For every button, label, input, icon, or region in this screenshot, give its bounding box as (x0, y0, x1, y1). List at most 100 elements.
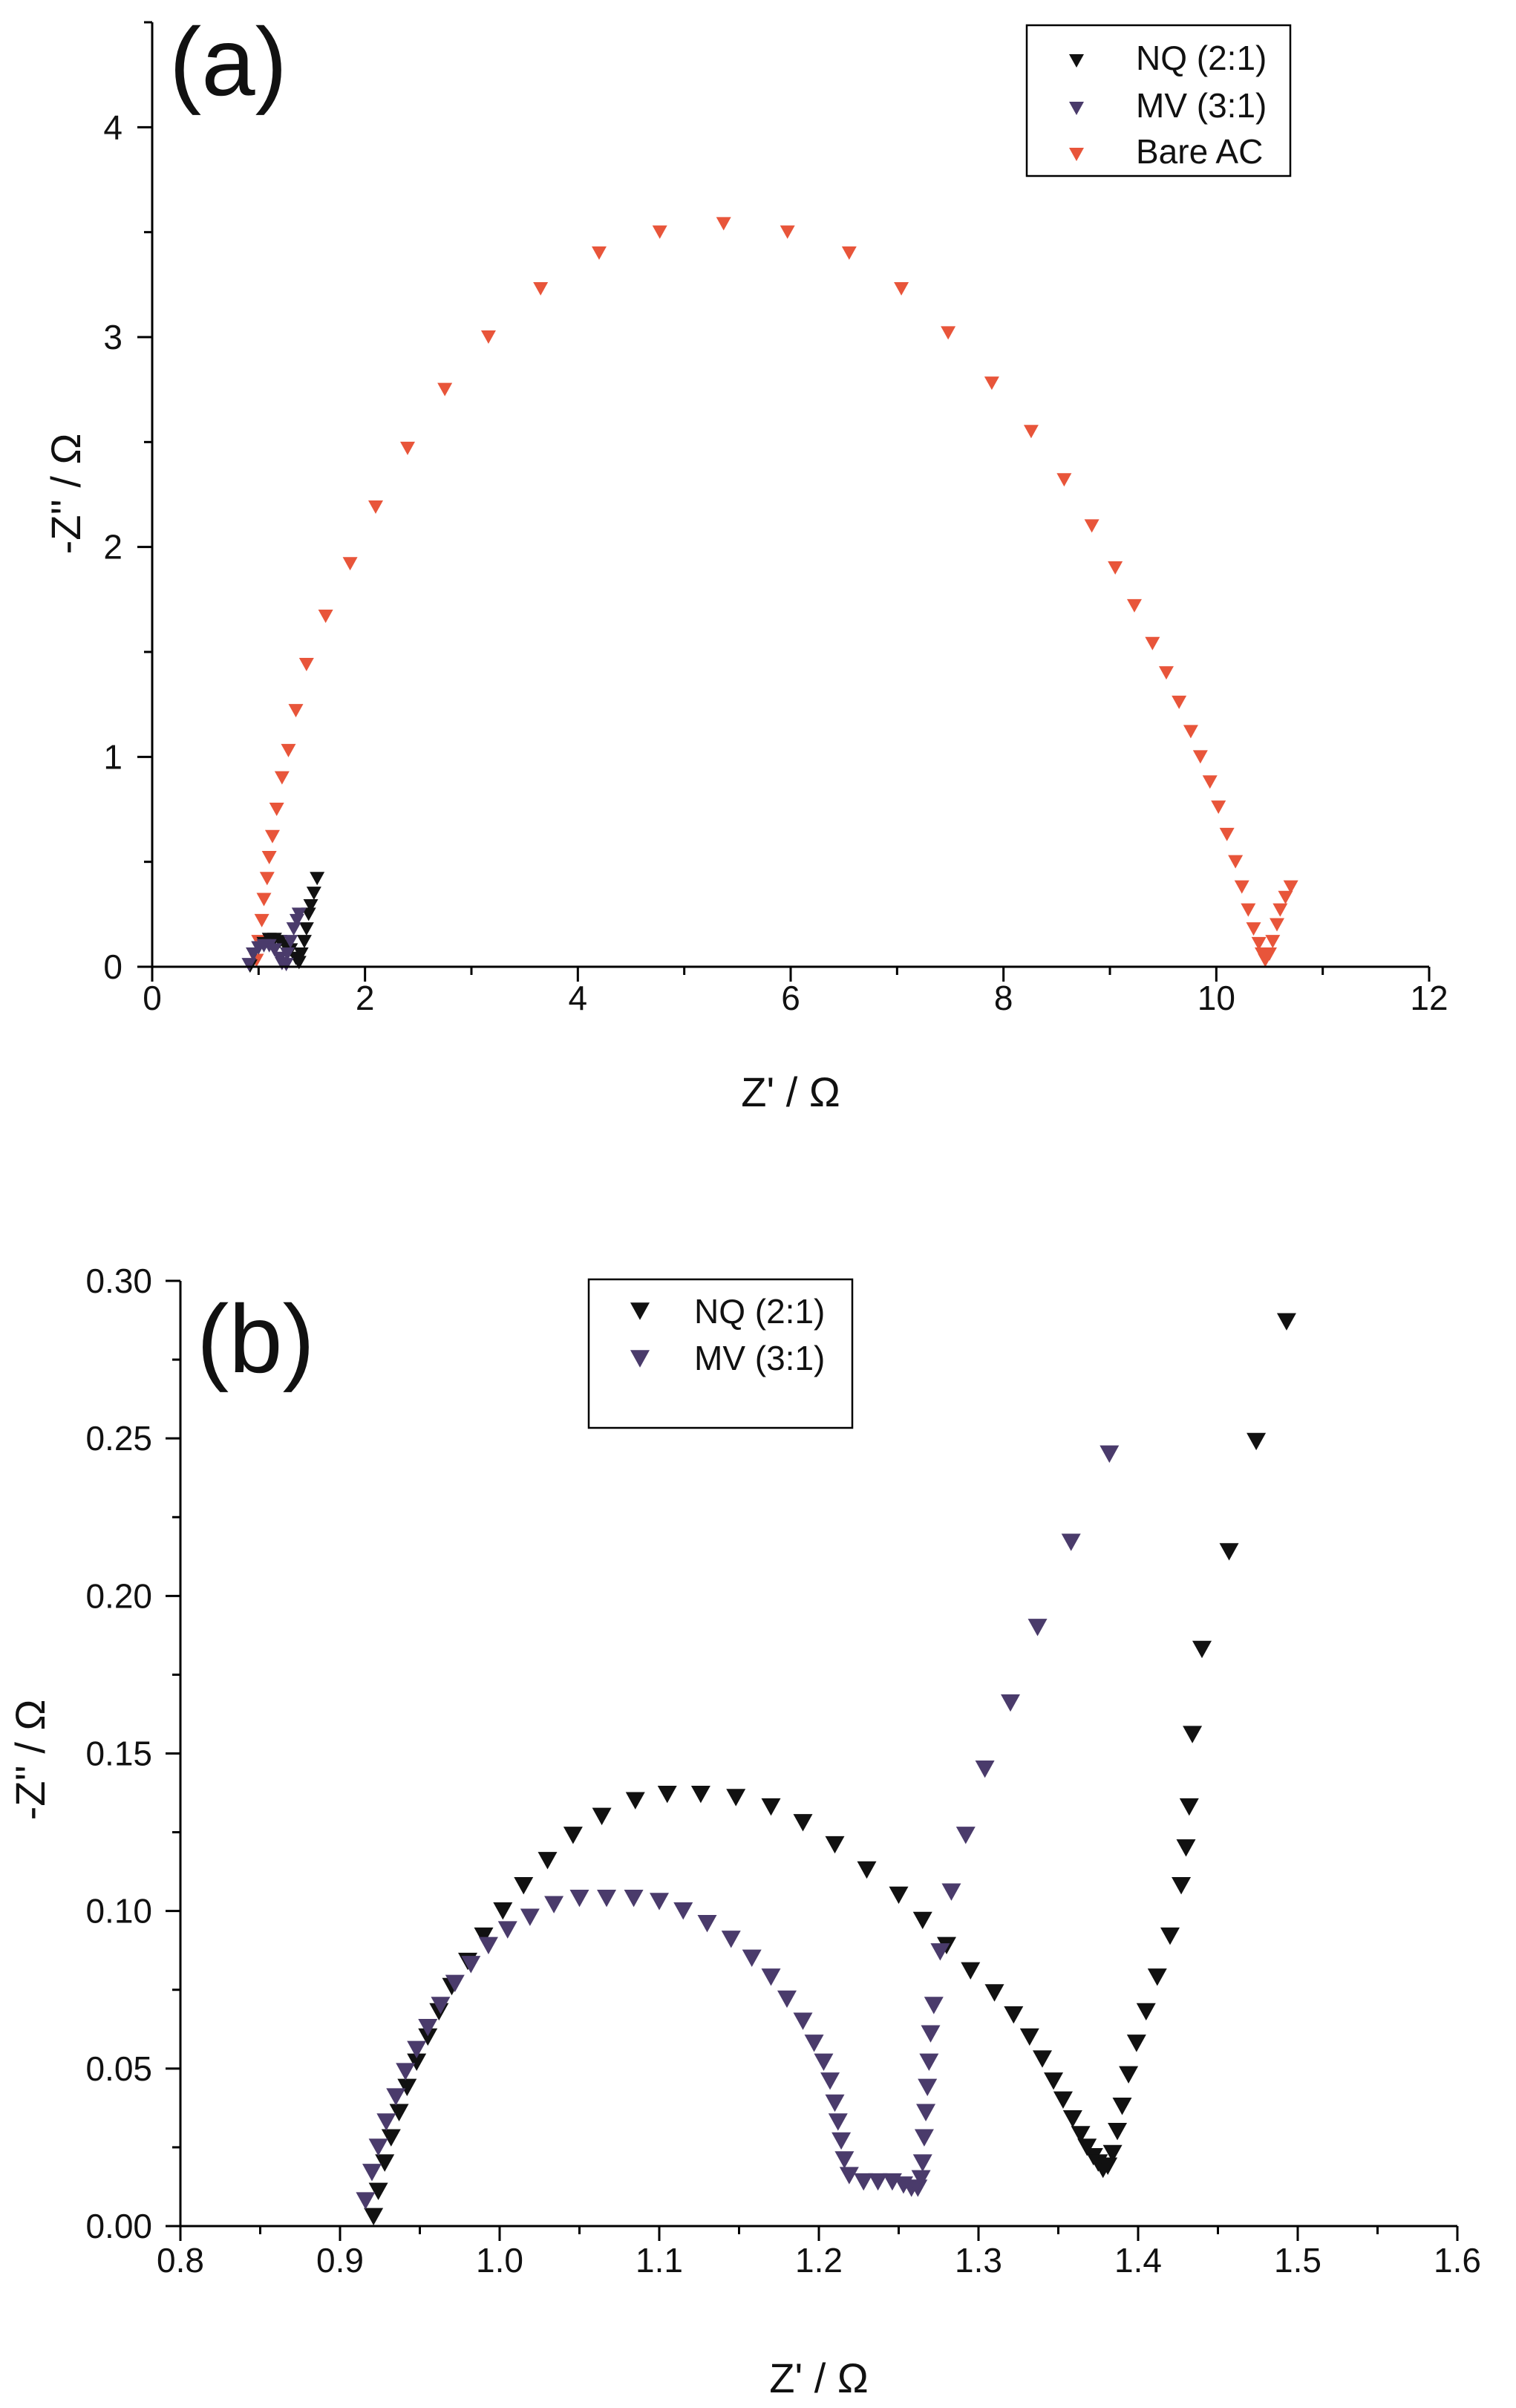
panel-b-y-axis-title: -Z'' / Ω (7, 1700, 53, 1821)
data-point (1278, 890, 1293, 904)
data-point (1183, 725, 1198, 739)
data-point (381, 2129, 401, 2147)
data-point (296, 935, 312, 949)
legend-marker-icon (1069, 148, 1084, 161)
data-point (1228, 855, 1244, 869)
panel-b-legend: NQ (2:1) MV (3:1) (587, 1278, 854, 1429)
data-point (857, 1861, 877, 1879)
data-point (690, 1785, 710, 1804)
panel-a-y-tick-label: 0 (103, 947, 122, 986)
panel-a-y-axis-title: -Z'' / Ω (42, 434, 89, 555)
data-point (280, 947, 295, 962)
data-point (298, 922, 314, 936)
data-point (941, 326, 956, 340)
data-point (342, 557, 358, 571)
data-point (418, 2028, 438, 2046)
data-point (1100, 1445, 1120, 1464)
panel-a-x-axis-title: Z' / Ω (741, 1068, 840, 1115)
panel-b-x-tick-label: 1.4 (1114, 2241, 1162, 2280)
data-point (261, 851, 277, 865)
panel-b-ticks: 0.8 0.9 1.0 1.1 1.2 1.3 1.4 1.5 1.6 0.00 0.05 0.10 0… (85, 1262, 1481, 2280)
data-point (1192, 750, 1208, 764)
data-point (961, 1962, 981, 1980)
panel-b-y-tick-label: 0.30 (85, 1262, 152, 1300)
data-point (445, 1974, 465, 1992)
data-point (1219, 1543, 1239, 1561)
data-point (301, 907, 316, 921)
panel-b-x-tick-label: 1.5 (1274, 2241, 1321, 2280)
data-point (269, 803, 284, 816)
data-point (1001, 1694, 1020, 1712)
data-point (396, 2063, 416, 2081)
data-point (1044, 2072, 1064, 2090)
data-point (1108, 2123, 1128, 2141)
data-point (1270, 918, 1285, 932)
data-point (624, 1889, 644, 1908)
data-point (825, 1836, 845, 1854)
panel-a-series-1 (241, 907, 307, 972)
data-point (1147, 1968, 1167, 1986)
data-point (828, 2113, 848, 2131)
data-point (563, 1827, 583, 1844)
panel-b-y-tick-label: 0.00 (85, 2207, 152, 2245)
data-point (834, 2151, 855, 2169)
data-point (303, 899, 318, 913)
data-point (1062, 2110, 1082, 2128)
data-point (889, 1886, 909, 1905)
data-point (1211, 800, 1226, 815)
data-point (1262, 947, 1277, 962)
panel-b-x-tick-label: 1.2 (795, 2241, 843, 2280)
data-point (368, 500, 383, 514)
data-point (310, 872, 325, 886)
data-point (975, 1761, 995, 1778)
data-point (914, 2129, 934, 2147)
data-point (894, 281, 909, 296)
data-point (286, 922, 301, 936)
panel-b-x-tick-label: 1.1 (636, 2241, 683, 2280)
data-point (1053, 2091, 1073, 2109)
data-point (544, 1896, 564, 1913)
data-point (912, 2154, 932, 2172)
legend-marker-icon (1069, 102, 1084, 115)
data-point (652, 225, 667, 239)
data-point (520, 1908, 540, 1926)
data-point (716, 217, 731, 231)
data-point (1219, 827, 1235, 841)
data-point (911, 2170, 931, 2188)
panel-a-x-tick-label: 4 (569, 979, 588, 1017)
data-point (777, 1990, 797, 2009)
panel-a-legend-label-nq: NQ (2:1) (1136, 39, 1267, 77)
data-point (407, 2040, 427, 2059)
panel-a-y-tick-label: 4 (103, 108, 122, 146)
data-point (924, 1997, 944, 2014)
legend-marker-icon (630, 1302, 650, 1320)
data-point (912, 1911, 932, 1930)
data-point (592, 1807, 612, 1826)
data-point (480, 330, 496, 344)
data-point (1192, 1640, 1212, 1659)
data-point (514, 1877, 534, 1895)
data-point (474, 1927, 494, 1945)
panel-a-x-tick-label: 8 (994, 979, 1013, 1017)
panel-b-x-tick-label: 1.3 (955, 2241, 1002, 2280)
panel-b-x-tick-label: 1.0 (476, 2241, 523, 2280)
data-point (1033, 2050, 1052, 2068)
panel-a-series-2 (249, 217, 1298, 968)
data-point (1172, 1877, 1192, 1895)
data-point (1172, 695, 1187, 709)
data-point (1160, 1927, 1180, 1945)
panel-a-x-tick-label: 2 (356, 979, 375, 1017)
data-point (592, 246, 607, 260)
data-point (1145, 636, 1160, 650)
data-point (941, 1883, 961, 1901)
panel-a-x-tick-label: 6 (781, 979, 800, 1017)
data-point (761, 1798, 781, 1816)
data-point (1019, 2028, 1039, 2046)
data-point (478, 1936, 498, 1955)
data-point (493, 1902, 513, 1920)
panel-a-x-tick-label: 10 (1198, 979, 1235, 1017)
data-point (431, 1997, 451, 2014)
data-point (597, 1889, 617, 1908)
